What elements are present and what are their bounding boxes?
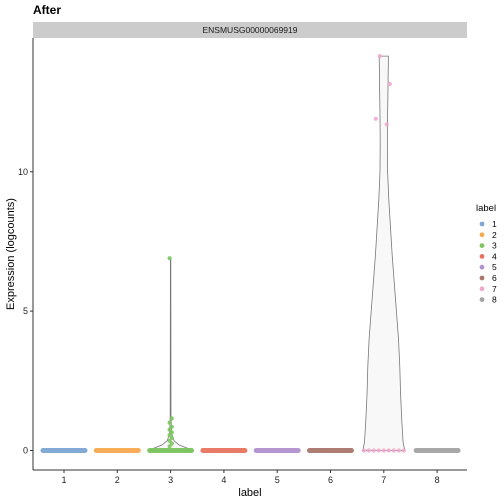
legend-label-6: 6 (492, 273, 497, 283)
data-point (384, 122, 389, 127)
legend-key-3 (479, 243, 485, 249)
y-tick-label: 5 (23, 306, 28, 316)
data-point (377, 54, 382, 59)
legend-key-6 (479, 275, 485, 281)
data-point (167, 420, 172, 425)
legend-label-4: 4 (492, 251, 497, 261)
x-tick-label: 4 (221, 475, 226, 485)
x-tick-label: 7 (381, 475, 386, 485)
data-point (373, 116, 378, 121)
data-point (371, 448, 376, 453)
legend-key-1 (479, 221, 485, 227)
legend-key-4 (479, 254, 485, 259)
x-axis-title: label (238, 487, 261, 499)
violin-shapes (149, 55, 406, 451)
y-axis-title: Expression (logcounts) (5, 198, 17, 310)
data-point (386, 448, 391, 453)
x-tick-label: 5 (275, 475, 280, 485)
data-point (169, 416, 174, 421)
legend-label-5: 5 (492, 262, 497, 272)
x-tick-label: 8 (435, 475, 440, 485)
data-point (366, 448, 371, 453)
x-tick-label: 2 (115, 475, 120, 485)
legend-label-2: 2 (492, 230, 497, 240)
data-point (401, 448, 406, 453)
legend-key-2 (479, 232, 485, 238)
data-point (391, 448, 396, 453)
y-tick-label: 10 (18, 167, 28, 177)
x-tick-label: 6 (328, 475, 333, 485)
facet-strip-label: ENSMUSG00000069919 (203, 25, 298, 35)
data-points (167, 54, 406, 453)
x-tick-label: 1 (61, 475, 66, 485)
x-tick-label: 3 (168, 475, 173, 485)
data-point (376, 448, 381, 453)
legend-label-8: 8 (492, 295, 497, 305)
data-point (167, 444, 172, 449)
legend-key-7 (479, 286, 485, 292)
data-point (381, 448, 386, 453)
x-axis-ticks: 1 2 3 4 5 6 7 8 (61, 470, 440, 485)
data-point (396, 448, 401, 453)
legend-key-8 (479, 297, 485, 302)
legend-label-3: 3 (492, 241, 497, 251)
data-point (361, 448, 366, 453)
y-axis-ticks: 0 5 10 (18, 167, 33, 455)
data-point (387, 81, 392, 87)
legend-label-7: 7 (492, 284, 497, 294)
legend-label-1: 1 (492, 219, 497, 229)
data-point (167, 256, 172, 261)
plot-title: After (33, 3, 61, 17)
violin-7 (362, 55, 406, 451)
facet-strip (33, 22, 467, 38)
y-tick-label: 0 (23, 445, 28, 455)
legend-title: label (476, 203, 496, 214)
legend-key-5 (479, 264, 485, 270)
